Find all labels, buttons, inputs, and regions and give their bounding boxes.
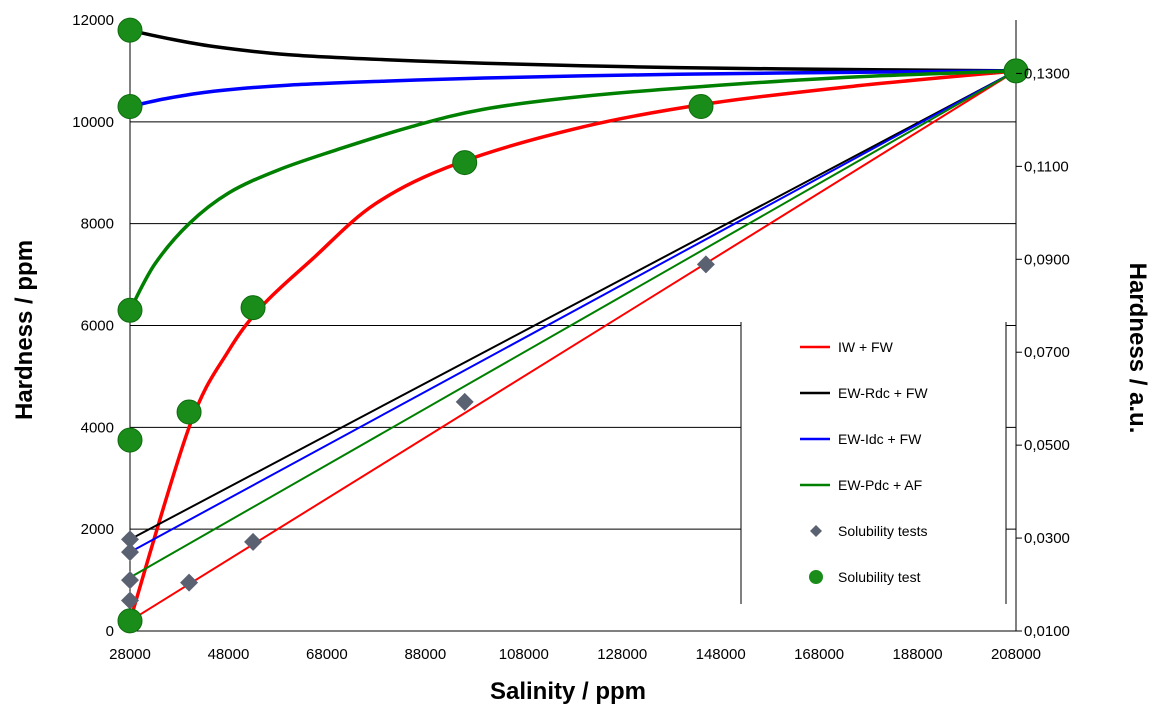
y2-tick-label-1: 0,0300 bbox=[1024, 530, 1070, 547]
diamond-point-1 bbox=[121, 543, 139, 562]
legend-label-2: EW-Idc + FW bbox=[838, 431, 922, 447]
x-tick-label-7: 168000 bbox=[794, 646, 844, 663]
legend-items: IW + FW EW-Rdc + FW EW-Idc + FW EW-Pdc + AF… bbox=[800, 339, 928, 585]
circle-point-1 bbox=[117, 94, 143, 120]
y2-axis-title: Hardness / a.u. bbox=[1124, 263, 1151, 434]
x-tick-label-3: 88000 bbox=[404, 646, 446, 663]
legend-label-3: EW-Pdc + AF bbox=[838, 477, 922, 493]
y-axis-title: Hardness / ppm bbox=[11, 240, 38, 420]
series-line-6 bbox=[129, 69, 1017, 554]
diamond-point-2 bbox=[121, 571, 139, 590]
legend-swatch-5 bbox=[809, 570, 823, 584]
x-tick-label-0: 28000 bbox=[109, 646, 151, 663]
y2-tick-label-3: 0,0700 bbox=[1024, 344, 1070, 361]
y-tick-label-1: 2000 bbox=[81, 521, 114, 538]
y2-tick-labels: 0,0100 0,0300 0,0500 0,0700 0,0900 0,1100 0,13… bbox=[1016, 65, 1070, 640]
y-tick-labels: 0 2000 4000 6000 8000 10000 12000 bbox=[72, 12, 114, 640]
y-tick-label-3: 6000 bbox=[81, 318, 114, 335]
series-line-2 bbox=[128, 69, 1018, 109]
y2-tick-label-4: 0,0900 bbox=[1024, 251, 1070, 268]
series-line-7 bbox=[129, 69, 1017, 579]
circle-point-6 bbox=[240, 295, 266, 321]
series-line-1 bbox=[128, 28, 1018, 73]
x-tick-label-8: 188000 bbox=[893, 646, 943, 663]
circle-point-9 bbox=[1003, 58, 1029, 84]
legend-label-1: EW-Rdc + FW bbox=[838, 385, 928, 401]
diamond-point-0 bbox=[121, 530, 139, 549]
diamond-point-5 bbox=[244, 532, 263, 551]
x-tick-labels: 28000 48000 68000 88000 108000 128000 148000 16… bbox=[109, 646, 1041, 663]
series-lines bbox=[128, 28, 1018, 623]
y2-tick-label-0: 0,0100 bbox=[1024, 623, 1070, 640]
x-tick-label-6: 148000 bbox=[696, 646, 746, 663]
y-tick-label-5: 10000 bbox=[72, 114, 114, 131]
y-tick-label-4: 8000 bbox=[81, 216, 114, 233]
circle-point-8 bbox=[688, 94, 714, 120]
circle-point-3 bbox=[117, 427, 143, 453]
y-tick-label-0: 0 bbox=[106, 623, 114, 640]
legend-swatch-4 bbox=[810, 525, 822, 537]
y2-tick-label-5: 0,1100 bbox=[1024, 158, 1069, 175]
diamond-point-6 bbox=[455, 392, 474, 411]
x-axis-title: Salinity / ppm bbox=[490, 678, 646, 705]
legend-label-4: Solubility tests bbox=[838, 523, 927, 539]
y-tick-label-2: 4000 bbox=[81, 419, 114, 436]
diamond-point-3 bbox=[121, 591, 139, 610]
x-tick-label-4: 108000 bbox=[499, 646, 549, 663]
y2-tick-label-6: 0,1300 bbox=[1024, 65, 1070, 82]
series-line-5 bbox=[129, 69, 1017, 541]
diamond-point-7 bbox=[696, 255, 715, 274]
scatter-points bbox=[117, 17, 1029, 634]
legend-label-5: Solubility test bbox=[838, 569, 921, 585]
diamond-point-4 bbox=[180, 573, 199, 592]
y-tick-label-6: 12000 bbox=[72, 12, 114, 29]
circle-point-5 bbox=[176, 399, 202, 425]
legend-label-0: IW + FW bbox=[838, 339, 894, 355]
legend-box bbox=[740, 322, 1007, 604]
x-tick-label-2: 68000 bbox=[306, 646, 348, 663]
x-tick-label-5: 128000 bbox=[597, 646, 647, 663]
x-tick-label-9: 208000 bbox=[991, 646, 1041, 663]
legend-background bbox=[741, 322, 1006, 604]
series-line-3 bbox=[128, 69, 1018, 312]
circle-point-2 bbox=[117, 297, 143, 323]
circle-point-7 bbox=[452, 150, 478, 176]
series-line-4 bbox=[129, 69, 1017, 622]
circle-point-4 bbox=[117, 608, 143, 634]
circle-point-0 bbox=[117, 17, 143, 43]
series-line-0 bbox=[128, 69, 1018, 623]
y2-tick-label-2: 0,0500 bbox=[1024, 437, 1070, 454]
x-tick-label-1: 48000 bbox=[208, 646, 250, 663]
